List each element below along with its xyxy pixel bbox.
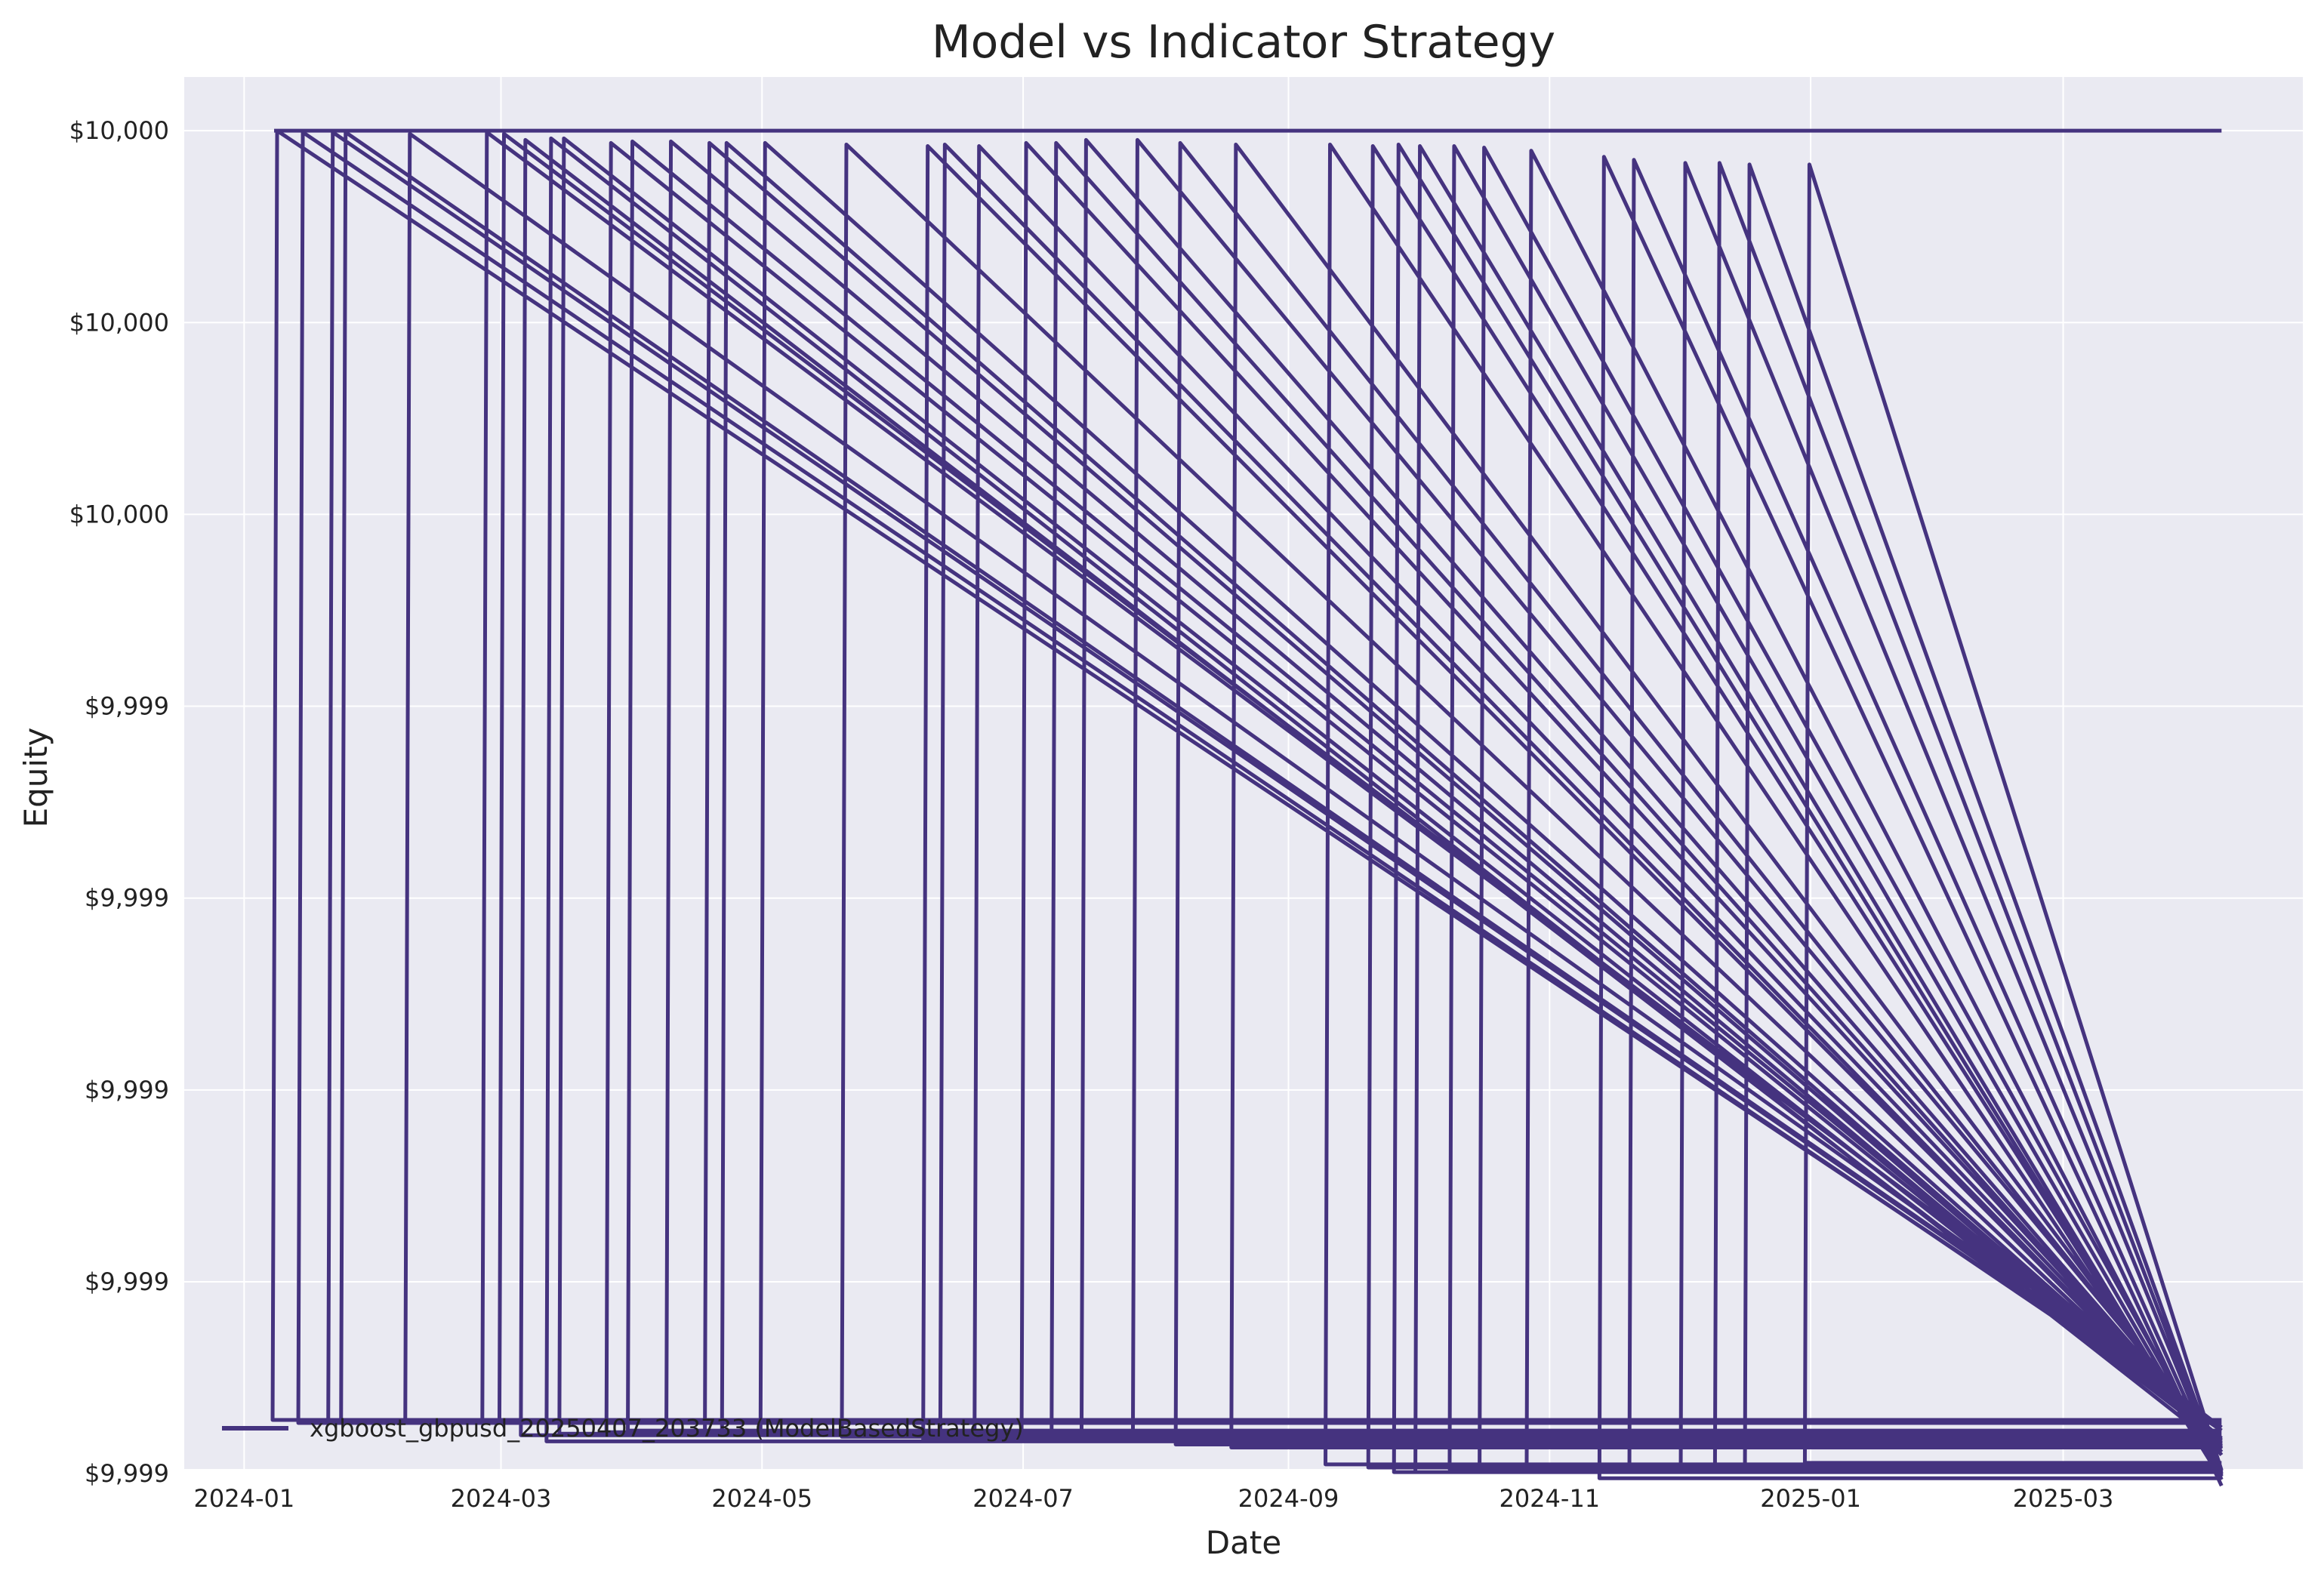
x-tick-label: 2024-11: [1499, 1484, 1600, 1513]
x-tick-label: 2024-07: [972, 1484, 1074, 1513]
y-tick-label: $10,000: [69, 500, 169, 528]
legend: xgboost_gbpusd_20250407_203733 (ModelBas…: [222, 1414, 1024, 1443]
y-tick-label: $9,999: [85, 1459, 169, 1488]
legend-entry: xgboost_gbpusd_20250407_203733 (ModelBas…: [310, 1414, 1024, 1443]
x-tick-label: 2024-03: [451, 1484, 552, 1513]
x-tick-labels: 2024-01 2024-03 2024-05 2024-07 2024-09 2024-…: [194, 1484, 2114, 1513]
series-group: [270, 128, 2224, 1487]
y-tick-label: $9,999: [85, 1267, 169, 1296]
y-axis-label: Equity: [17, 728, 54, 828]
x-tick-label: 2024-09: [1238, 1484, 1339, 1513]
y-tick-label: $9,999: [85, 692, 169, 721]
y-tick-label: $9,999: [85, 1076, 169, 1104]
x-tick-label: 2025-01: [1760, 1484, 1861, 1513]
x-axis-label: Date: [1206, 1524, 1281, 1561]
x-tick-label: 2024-01: [194, 1484, 295, 1513]
chart-title: Model vs Indicator Strategy: [932, 16, 1555, 69]
x-tick-label: 2024-05: [711, 1484, 812, 1513]
y-tick-labels: $10,000 $10,000 $10,000 $9,999 $9,999 $9,999 $…: [69, 116, 169, 1488]
x-tick-label: 2025-03: [2013, 1484, 2114, 1513]
y-tick-label: $10,000: [69, 116, 169, 145]
series-line: [270, 128, 2224, 1487]
y-tick-label: $9,999: [85, 884, 169, 913]
y-tick-label: $10,000: [69, 308, 169, 337]
